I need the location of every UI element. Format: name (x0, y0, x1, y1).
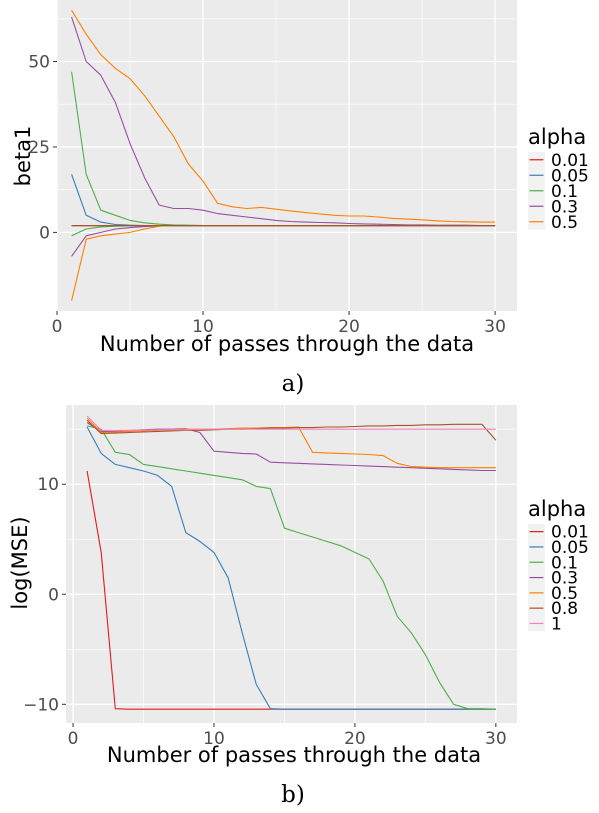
panel-a-caption: a) (282, 371, 305, 397)
panel-a-x-tick-label: 20 (338, 317, 360, 337)
panel-a-y-tick-label: 50 (28, 53, 50, 73)
panel-b-legend-label: 0.5 (551, 584, 578, 604)
panel-b-series-line-0_1 (86, 425, 496, 710)
panel-a-y-tick-labels: 0 25 50 (28, 53, 57, 243)
panel-b-y-axis-title: log(MSE) (8, 516, 32, 609)
panel-a-x-tick-label: 30 (484, 317, 506, 337)
panel-a-y-axis-title: beta1 (11, 126, 35, 187)
panel-a-plot-background (57, 0, 517, 311)
panel-a-series-line-0_5 (71, 10, 496, 223)
panel-b-legend-title: alpha (528, 497, 586, 521)
panel-a-legend-label: 0.1 (551, 182, 578, 202)
panel-a: 0 25 50 0 10 20 30 Number of passes through t… (11, 0, 589, 397)
panel-b-caption: b) (281, 782, 305, 808)
panel-b-x-tick-labels: 0 10 20 30 (68, 723, 507, 749)
panel-a-legend-title: alpha (528, 125, 586, 149)
panel-b-series-line-0_05 (86, 426, 496, 710)
panel-a-gridlines (56, 0, 517, 311)
panel-b-series-lines (86, 415, 497, 710)
panel-b-y-tick-label: 10 (37, 475, 59, 495)
panel-b-legend-label: 0.3 (551, 569, 578, 589)
panel-b-x-tick-label: 20 (344, 729, 366, 749)
panel-b-x-tick-label: 0 (68, 729, 79, 749)
panel-b-series-line-0_3 (86, 422, 496, 472)
panel-b-legend-label: 0.8 (551, 599, 578, 619)
panel-a-series-lines (71, 10, 496, 301)
panel-b-legend-label: 1 (551, 614, 562, 634)
panel-b-series-line-0_8 (86, 419, 497, 441)
panel-a-x-axis-title: Number of passes through the data (100, 332, 474, 356)
panel-a-legend-label: 0.3 (551, 197, 578, 217)
panel-b: −10 0 10 0 10 20 30 Number of passes through … (8, 405, 589, 808)
panel-b-plot-background (66, 405, 517, 723)
panel-a-legend: alpha 0.010.050.10.30.5 (528, 125, 589, 233)
panel-a-series-line-0_3 (71, 16, 496, 227)
panel-b-y-tick-label: −10 (23, 695, 59, 715)
panel-b-legend-label: 0.01 (551, 523, 589, 543)
panel-b-legend-label: 0.05 (551, 538, 589, 558)
panel-b-x-tick-label: 30 (485, 729, 507, 749)
panel-b-y-tick-labels: −10 0 10 (23, 475, 66, 715)
panel-b-y-tick-label: 0 (48, 585, 59, 605)
panel-a-legend-label: 0.01 (551, 151, 589, 171)
panel-a-legend-label: 0.5 (551, 213, 578, 233)
panel-a-x-tick-label: 10 (192, 317, 214, 337)
panel-b-x-axis-title: Number of passes through the data (107, 743, 481, 767)
panel-b-legend: alpha 0.010.050.10.30.50.81 (528, 497, 589, 634)
panel-a-x-tick-label: 0 (52, 317, 63, 337)
panel-a-legend-label: 0.05 (551, 166, 589, 186)
panel-a-y-tick-label: 25 (28, 138, 50, 158)
panel-b-series-line-1 (86, 415, 496, 431)
panel-a-x-tick-labels: 0 10 20 30 (52, 311, 506, 337)
panel-a-y-tick-label: 0 (39, 223, 50, 243)
panel-b-x-tick-label: 10 (203, 729, 225, 749)
panel-b-gridlines (66, 405, 517, 723)
panel-b-legend-label: 0.1 (551, 553, 578, 573)
